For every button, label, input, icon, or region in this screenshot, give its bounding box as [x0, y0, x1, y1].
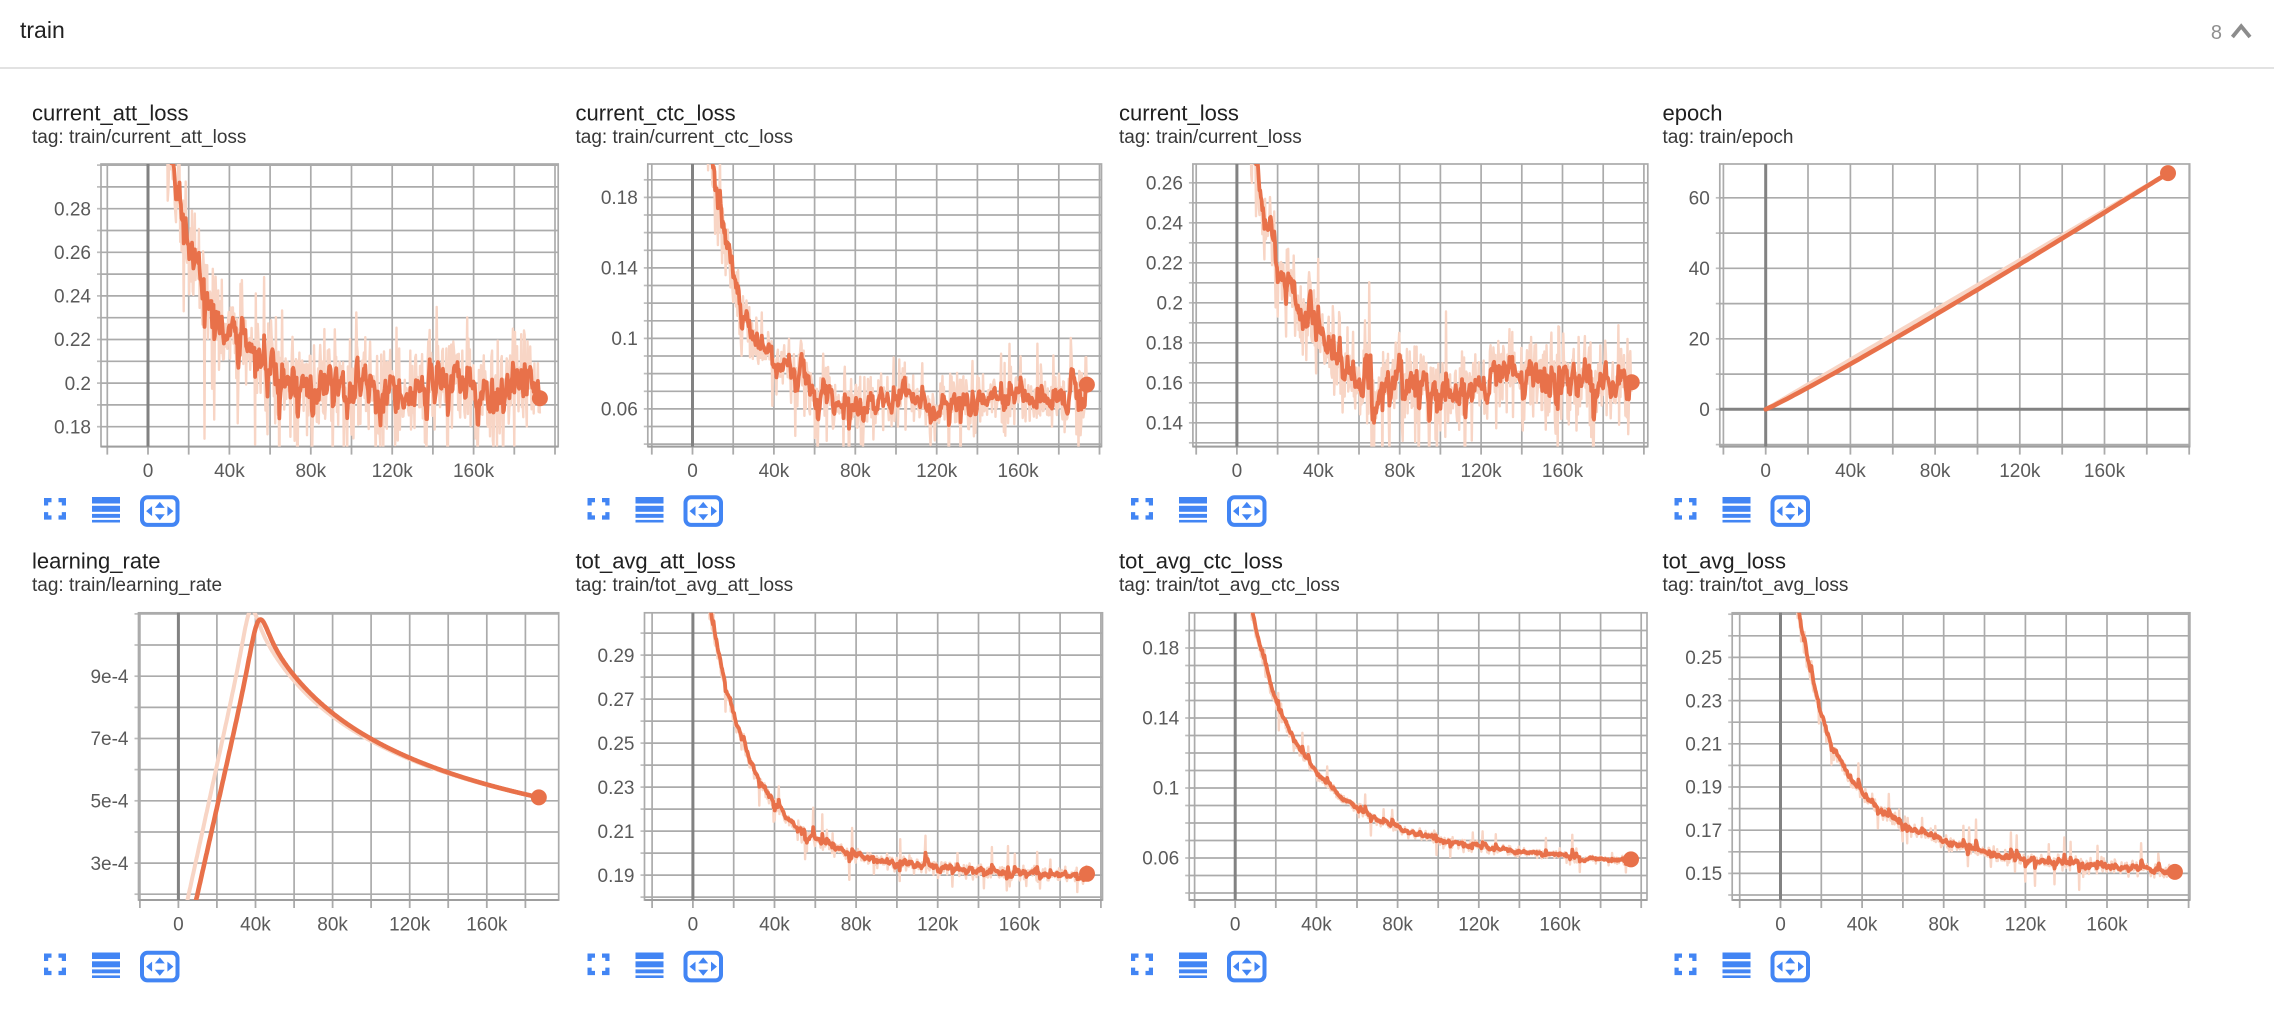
svg-text:0.26: 0.26	[54, 243, 91, 264]
svg-text:0.25: 0.25	[598, 734, 635, 755]
svg-text:0.14: 0.14	[1142, 709, 1179, 730]
svg-text:80k: 80k	[841, 915, 872, 936]
svg-text:0: 0	[688, 915, 699, 936]
svg-text:160k: 160k	[453, 461, 495, 482]
svg-text:0.06: 0.06	[601, 400, 638, 421]
svg-text:40k: 40k	[214, 461, 245, 482]
svg-text:40k: 40k	[240, 915, 271, 936]
svg-text:tag: train/epoch: tag: train/epoch	[1663, 127, 1794, 148]
svg-text:0: 0	[173, 915, 184, 936]
svg-text:0.15: 0.15	[1685, 864, 1722, 885]
svg-text:80k: 80k	[317, 915, 348, 936]
svg-text:120k: 120k	[372, 461, 414, 482]
svg-text:0.1: 0.1	[611, 329, 637, 350]
svg-text:80k: 80k	[1384, 461, 1415, 482]
svg-text:60: 60	[1689, 189, 1710, 210]
svg-text:40k: 40k	[1835, 461, 1866, 482]
svg-text:120k: 120k	[2005, 915, 2047, 936]
svg-text:160k: 160k	[997, 461, 1039, 482]
svg-text:0.2: 0.2	[65, 374, 91, 395]
svg-text:tag: train/tot_avg_loss: tag: train/tot_avg_loss	[1663, 575, 1849, 596]
svg-text:tag: train/current_ctc_loss: tag: train/current_ctc_loss	[576, 127, 794, 148]
svg-text:80k: 80k	[1382, 915, 1413, 936]
svg-text:epoch: epoch	[1663, 100, 1723, 125]
svg-text:80k: 80k	[840, 461, 871, 482]
svg-text:40: 40	[1689, 259, 1710, 280]
svg-text:8: 8	[2211, 22, 2222, 44]
svg-text:9e-4: 9e-4	[90, 667, 128, 688]
svg-text:80k: 80k	[1928, 915, 1959, 936]
svg-text:7e-4: 7e-4	[90, 729, 128, 750]
svg-text:120k: 120k	[916, 461, 958, 482]
svg-text:120k: 120k	[1999, 461, 2041, 482]
svg-text:tot_avg_ctc_loss: tot_avg_ctc_loss	[1119, 548, 1283, 573]
svg-text:0.24: 0.24	[1146, 214, 1183, 235]
svg-text:120k: 120k	[1460, 461, 1502, 482]
svg-text:0.27: 0.27	[598, 690, 635, 711]
svg-text:160k: 160k	[1539, 915, 1581, 936]
svg-text:120k: 120k	[917, 915, 959, 936]
svg-text:3e-4: 3e-4	[90, 854, 128, 875]
svg-text:0.14: 0.14	[1146, 414, 1183, 435]
svg-text:0.18: 0.18	[54, 417, 91, 438]
svg-text:0.14: 0.14	[601, 259, 638, 280]
svg-text:160k: 160k	[2084, 461, 2126, 482]
svg-text:tot_avg_att_loss: tot_avg_att_loss	[576, 548, 736, 573]
svg-text:40k: 40k	[759, 461, 790, 482]
svg-text:0: 0	[1232, 461, 1243, 482]
svg-text:120k: 120k	[389, 915, 431, 936]
svg-text:0.06: 0.06	[1142, 849, 1179, 870]
svg-text:120k: 120k	[1458, 915, 1500, 936]
svg-text:40k: 40k	[1301, 915, 1332, 936]
svg-text:0.19: 0.19	[598, 866, 635, 887]
svg-text:0.22: 0.22	[54, 330, 91, 351]
svg-text:0: 0	[143, 461, 154, 482]
svg-text:80k: 80k	[295, 461, 326, 482]
svg-text:0.28: 0.28	[54, 199, 91, 220]
svg-text:tag: train/learning_rate: tag: train/learning_rate	[32, 575, 222, 596]
svg-text:0.21: 0.21	[1685, 735, 1722, 756]
svg-text:160k: 160k	[2086, 915, 2128, 936]
svg-text:160k: 160k	[999, 915, 1041, 936]
svg-text:0.19: 0.19	[1685, 778, 1722, 799]
svg-text:0: 0	[687, 461, 698, 482]
svg-text:current_ctc_loss: current_ctc_loss	[576, 100, 736, 125]
svg-text:0: 0	[1699, 400, 1710, 421]
svg-text:tot_avg_loss: tot_avg_loss	[1663, 548, 1787, 573]
svg-text:40k: 40k	[1847, 915, 1878, 936]
svg-text:0: 0	[1760, 461, 1771, 482]
svg-text:40k: 40k	[759, 915, 790, 936]
svg-text:0.1: 0.1	[1153, 779, 1179, 800]
svg-text:0.18: 0.18	[1146, 334, 1183, 355]
svg-text:5e-4: 5e-4	[90, 792, 128, 813]
svg-text:tag: train/current_loss: tag: train/current_loss	[1119, 127, 1302, 148]
svg-text:0.26: 0.26	[1146, 174, 1183, 195]
svg-text:train: train	[20, 17, 65, 43]
svg-text:0.23: 0.23	[1685, 691, 1722, 712]
svg-text:current_loss: current_loss	[1119, 100, 1239, 125]
svg-text:tag: train/tot_avg_ctc_loss: tag: train/tot_avg_ctc_loss	[1119, 575, 1340, 596]
svg-text:20: 20	[1689, 330, 1710, 351]
svg-text:40k: 40k	[1303, 461, 1334, 482]
svg-text:160k: 160k	[1542, 461, 1584, 482]
svg-text:0: 0	[1775, 915, 1786, 936]
svg-text:0: 0	[1230, 915, 1241, 936]
svg-text:0.2: 0.2	[1156, 294, 1182, 315]
svg-text:0.24: 0.24	[54, 287, 91, 308]
svg-text:0.16: 0.16	[1146, 374, 1183, 395]
svg-text:160k: 160k	[466, 915, 508, 936]
svg-text:0.18: 0.18	[1142, 639, 1179, 660]
svg-text:0.25: 0.25	[1685, 648, 1722, 669]
svg-text:learning_rate: learning_rate	[32, 548, 160, 573]
svg-text:current_att_loss: current_att_loss	[32, 100, 189, 125]
svg-text:0.21: 0.21	[598, 822, 635, 843]
svg-text:tag: train/current_att_loss: tag: train/current_att_loss	[32, 127, 246, 148]
svg-text:0.18: 0.18	[601, 188, 638, 209]
svg-text:0.29: 0.29	[598, 646, 635, 667]
svg-text:0.22: 0.22	[1146, 254, 1183, 275]
svg-text:tag: train/tot_avg_att_loss: tag: train/tot_avg_att_loss	[576, 575, 794, 596]
svg-text:0.23: 0.23	[598, 778, 635, 799]
svg-text:0.17: 0.17	[1685, 821, 1722, 842]
svg-text:80k: 80k	[1920, 461, 1951, 482]
